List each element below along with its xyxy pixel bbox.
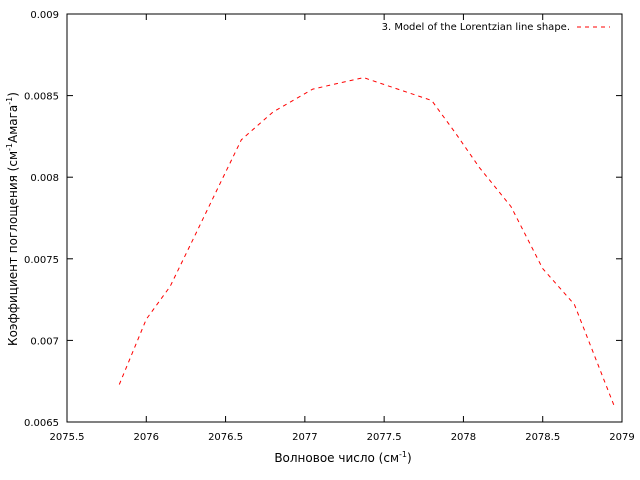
x-tick-label: 2077.5 bbox=[367, 432, 402, 443]
series-layer bbox=[118, 77, 615, 406]
y-tick-label: 0.008 bbox=[30, 173, 59, 184]
legend-label: 3. Model of the Lorentzian line shape. bbox=[382, 22, 570, 33]
legend: 3. Model of the Lorentzian line shape. bbox=[382, 22, 610, 33]
y-axis-label-sup-1: -1 bbox=[5, 143, 14, 151]
y-axis-label-part-2: Амага bbox=[6, 105, 20, 143]
x-axis-label: Волновое число (см-1) bbox=[274, 450, 411, 465]
y-axis-ticks: 0.0065 0.007 0.0075 0.008 0.0085 0.009 bbox=[24, 10, 622, 429]
x-tick-label: 2076.5 bbox=[208, 432, 243, 443]
y-tick-label: 0.0085 bbox=[24, 92, 59, 103]
y-axis-label-sup-2: -1 bbox=[5, 97, 14, 105]
y-tick-label: 0.0075 bbox=[24, 255, 59, 266]
x-tick-label: 2078.5 bbox=[525, 432, 560, 443]
y-axis-label-part-3: ) bbox=[6, 92, 20, 97]
y-tick-label: 0.009 bbox=[30, 10, 59, 21]
y-axis-label: Коэффициент поглощения (см-1Амага-1) bbox=[5, 92, 20, 346]
x-tick-label: 2079 bbox=[609, 432, 634, 443]
x-tick-label: 2077 bbox=[292, 432, 317, 443]
x-axis-label-superscript: -1 bbox=[399, 450, 407, 459]
x-tick-label: 2076 bbox=[134, 432, 159, 443]
y-axis-label-part-1: Коэффициент поглощения (см bbox=[6, 151, 20, 346]
plot-frame bbox=[66, 13, 623, 423]
series-line bbox=[118, 77, 615, 406]
x-axis-ticks: 2075.5 2076 2076.5 2077 2077.5 2078 2078.5 2079 bbox=[50, 14, 635, 443]
x-tick-label: 2078 bbox=[451, 432, 476, 443]
y-tick-label: 0.007 bbox=[30, 336, 59, 347]
x-tick-label: 2075.5 bbox=[50, 432, 85, 443]
y-tick-label: 0.0065 bbox=[24, 418, 59, 429]
x-axis-label-end: ) bbox=[407, 451, 412, 465]
